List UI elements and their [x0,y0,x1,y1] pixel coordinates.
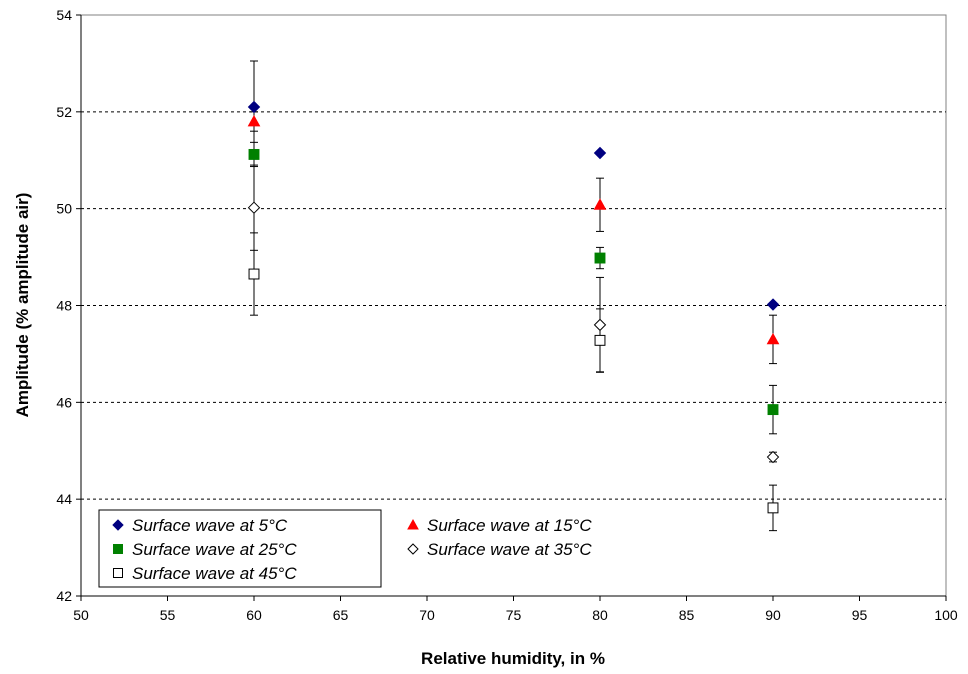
legend-label-series-4: Surface wave at 45°C [132,564,297,583]
data-point-series-2 [248,148,260,160]
legend-marker-series-0 [112,519,124,531]
legend: Surface wave at 5°C Surface wave at 15°C S… [98,509,592,588]
x-tick-label: 95 [852,607,868,623]
data-point-series-1 [593,198,607,210]
data-point-series-4 [767,502,779,514]
x-tick-label: 80 [592,607,608,623]
legend-marker-series-4 [113,568,123,578]
data-point-series-2 [594,252,606,264]
y-axis-title: Amplitude (% amplitude air) [13,193,32,418]
x-tick-label: 70 [419,607,435,623]
x-tick-label: 50 [73,607,89,623]
legend-marker-series-2 [113,544,123,554]
data-point-series-3 [766,450,780,464]
data-points [247,100,780,514]
tick-labels: 42 44 46 48 50 52 54 50 55 60 65 70 75 80 85 90 95 100 [56,7,957,623]
x-tick-label: 60 [246,607,262,623]
data-point-series-3 [247,201,261,214]
y-tick-label: 52 [56,104,72,120]
data-point-series-1 [247,114,261,127]
gridlines [81,111,946,500]
data-point-series-2 [767,404,779,416]
y-tick-label: 50 [56,201,72,217]
x-tick-label: 55 [160,607,176,623]
data-point-series-0 [593,146,607,160]
x-tick-label: 90 [765,607,781,623]
x-tick-label: 100 [934,607,958,623]
data-point-series-4 [594,334,606,346]
legend-marker-series-3 [407,543,419,555]
data-point-series-0 [247,100,261,114]
data-point-series-0 [766,298,780,311]
legend-label-series-1: Surface wave at 15°C [427,516,592,535]
y-tick-label: 42 [56,588,72,604]
y-tick-label: 44 [56,491,72,507]
x-tick-label: 75 [506,607,522,623]
axes [76,14,947,601]
legend-marker-series-1 [407,518,419,530]
y-tick-label: 46 [56,394,72,410]
x-axis-title: Relative humidity, in % [421,649,605,668]
data-point-series-3 [593,318,607,332]
data-point-series-1 [766,332,780,345]
x-tick-label: 65 [333,607,349,623]
x-tick-label: 85 [679,607,695,623]
data-point-series-4 [248,268,260,280]
legend-label-series-0: Surface wave at 5°C [132,516,288,535]
legend-label-series-3: Surface wave at 35°C [427,540,592,559]
legend-box [98,509,382,588]
y-tick-label: 54 [56,7,72,23]
y-tick-label: 48 [56,298,72,314]
legend-label-series-2: Surface wave at 25°C [132,540,297,559]
legend-items: Surface wave at 5°C Surface wave at 15°C S… [112,516,592,583]
